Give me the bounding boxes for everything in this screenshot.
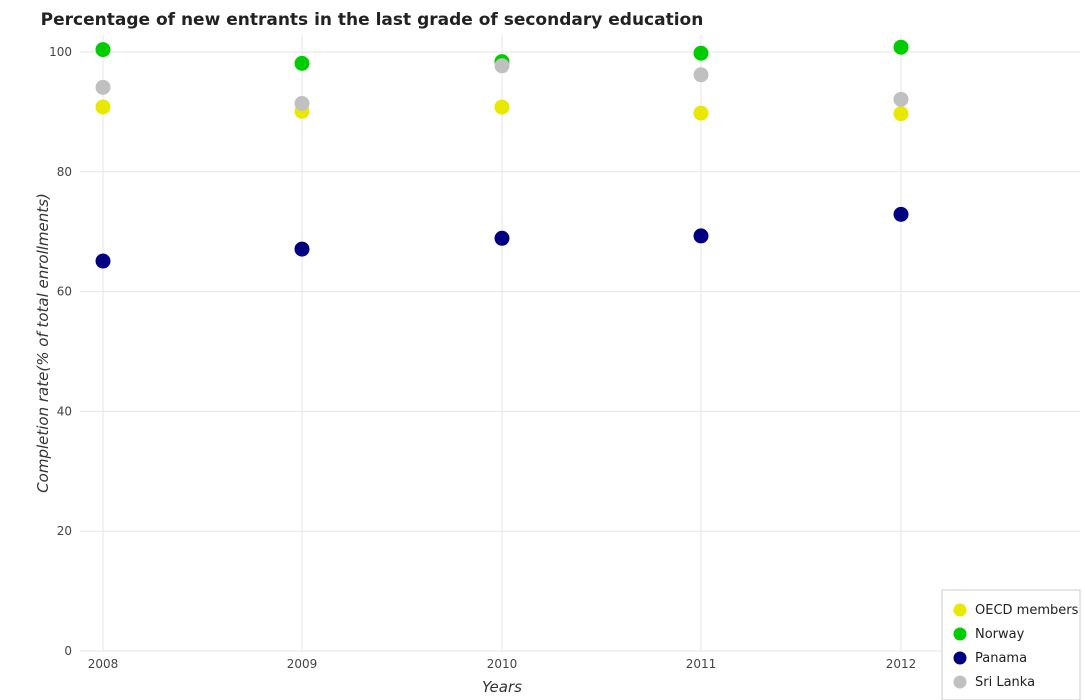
legend-marker (954, 652, 966, 664)
y-axis-label: Completion rate(% of total enrollments) (34, 193, 52, 493)
data-point-oecd-members (495, 100, 509, 114)
data-point-sri-lanka (96, 80, 110, 94)
data-point-panama (694, 229, 708, 243)
data-point-sri-lanka (295, 97, 309, 111)
data-point-norway (894, 40, 908, 54)
legend-label: Norway (975, 627, 1025, 642)
data-point-norway (96, 43, 110, 57)
y-tick-label: 100 (49, 45, 72, 59)
data-point-sri-lanka (894, 92, 908, 106)
data-point-oecd-members (894, 107, 908, 121)
legend-marker (954, 676, 966, 688)
x-tick-label: 2009 (287, 657, 318, 671)
y-axis-ticks: 0 20 40 60 80 100 (49, 45, 72, 658)
data-point-sri-lanka (495, 59, 509, 73)
legend-marker (954, 604, 966, 616)
data-point-oecd-members (96, 100, 110, 114)
x-tick-label: 2010 (487, 657, 518, 671)
legend: OECD members Norway Panama Sri Lanka (942, 590, 1080, 700)
y-tick-label: 40 (57, 404, 72, 418)
plot-area (80, 35, 1080, 651)
data-point-panama (495, 231, 509, 245)
x-tick-label: 2008 (88, 657, 119, 671)
x-axis-ticks: 2008 2009 2010 2011 2012 (88, 657, 917, 671)
y-tick-label: 60 (57, 285, 72, 299)
legend-label: Sri Lanka (975, 675, 1035, 690)
chart-title: Percentage of new entrants in the last g… (41, 10, 704, 30)
data-point-oecd-members (694, 106, 708, 120)
data-point-panama (295, 242, 309, 256)
x-tick-label: 2011 (686, 657, 717, 671)
data-point-sri-lanka (694, 68, 708, 82)
data-point-norway (694, 46, 708, 60)
legend-label: OECD members (975, 603, 1079, 618)
legend-label: Panama (975, 651, 1027, 666)
x-axis-label: Years (482, 678, 522, 696)
plot-background (80, 35, 1080, 651)
data-point-panama (894, 207, 908, 221)
y-tick-label: 80 (57, 165, 72, 179)
data-point-norway (295, 56, 309, 70)
y-tick-label: 0 (64, 644, 72, 658)
legend-marker (954, 628, 966, 640)
x-tick-label: 2012 (886, 657, 917, 671)
data-point-panama (96, 254, 110, 268)
y-tick-label: 20 (57, 524, 72, 538)
